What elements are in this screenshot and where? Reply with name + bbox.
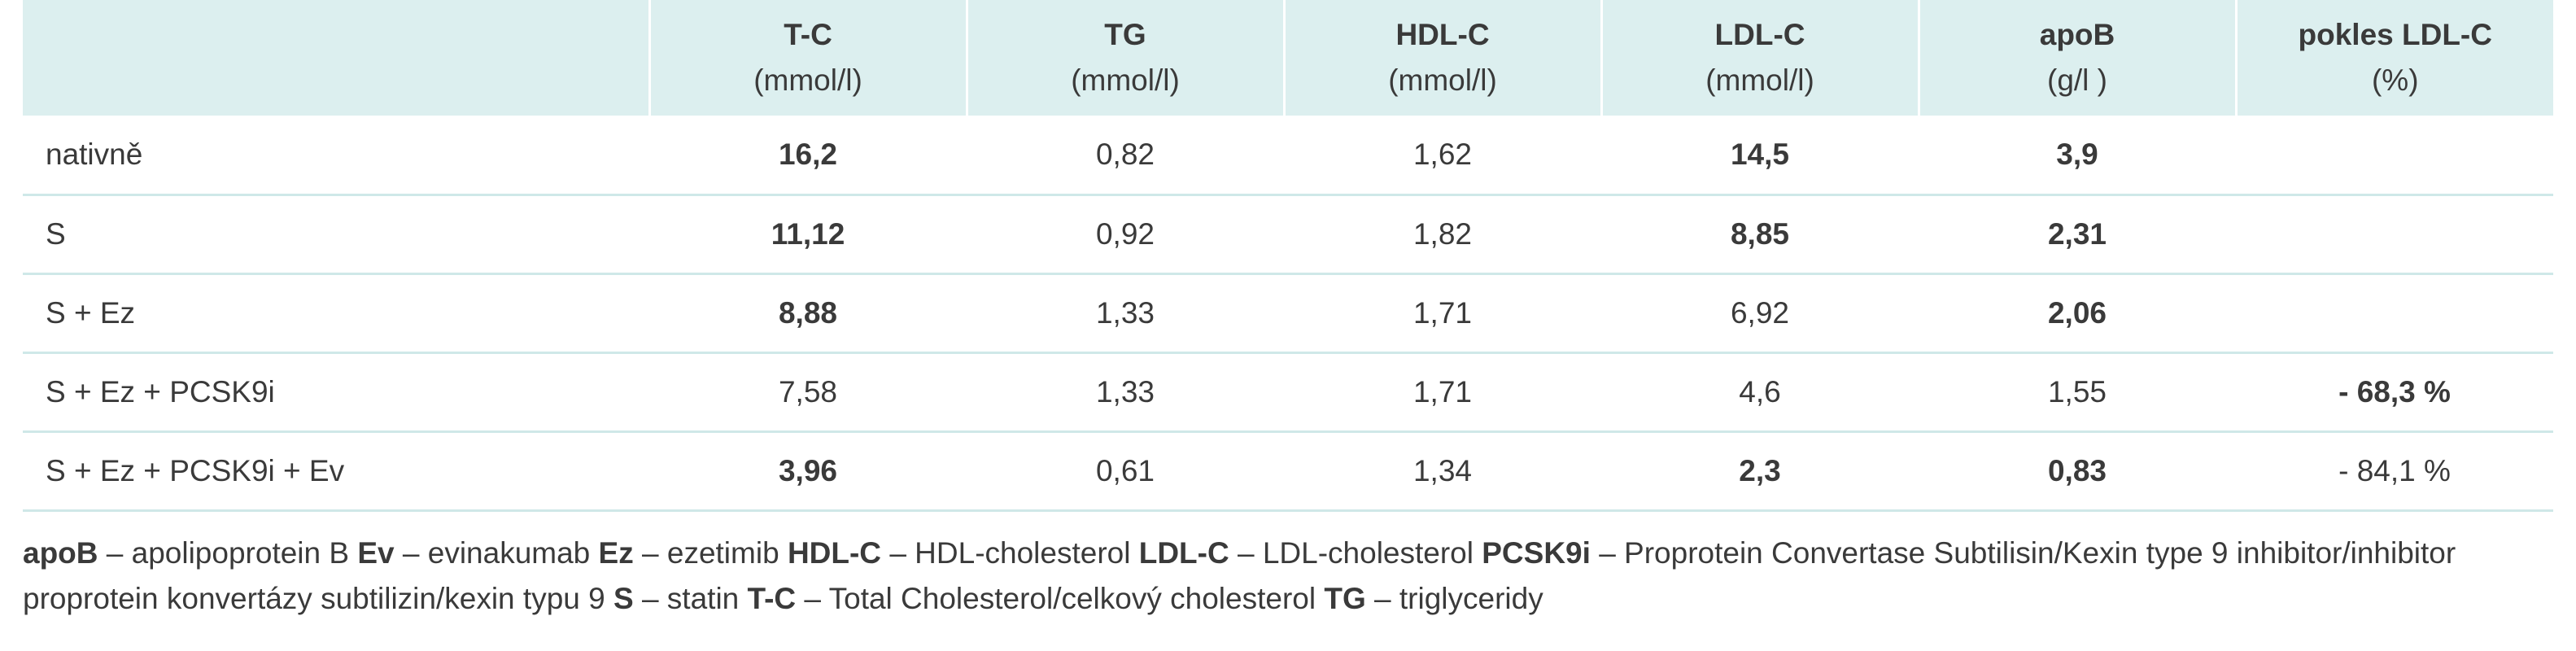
header-tg-name: TG [1104,18,1146,51]
cell-tc: 11,12 [771,216,845,251]
header-apob-unit: (g/l ) [2047,63,2107,97]
cell-ldl: 2,3 [1739,453,1781,487]
cell-hdl: 1,34 [1412,453,1472,487]
cell-hdl: 1,82 [1412,216,1472,251]
header-ldl: LDL-C (mmol/l) [1601,0,1920,116]
footnote-abbr: LDL-C [1138,536,1229,570]
cell-apob: 2,31 [2047,216,2107,251]
cell-hdl: 1,62 [1412,137,1472,171]
cell-pokles: - 84,1 % [2338,453,2451,487]
header-row-label [23,0,651,116]
cell-tc: 8,88 [778,295,837,330]
cell-apob: 1,55 [2047,374,2107,409]
header-pokles: pokles LDL-C (%) [2236,0,2553,116]
lipid-table-container: T-C (mmol/l) TG (mmol/l) HDL-C (mmol/l) … [23,0,2553,512]
cell-tg: 0,82 [1095,137,1155,171]
header-tg: TG (mmol/l) [967,0,1286,116]
footnote-abbr: apoB [23,536,98,570]
footnote-abbr: PCSK9i [1482,536,1591,570]
header-apob-name: apoB [2039,18,2115,51]
cell-pokles [2236,194,2553,273]
header-ldl-unit: (mmol/l) [1705,63,1814,97]
footnote-desc: – evinakumab [402,536,591,570]
footnote-desc: – apolipoprotein B [106,536,350,570]
header-hdl-unit: (mmol/l) [1388,63,1497,97]
cell-pokles [2236,273,2553,352]
table-row: nativně 16,2 0,82 1,62 14,5 3,9 [23,116,2553,194]
row-label: S + Ez + PCSK9i + Ev [46,453,345,487]
cell-tc: 16,2 [778,137,837,171]
header-tc-unit: (mmol/l) [753,63,862,97]
header-tg-unit: (mmol/l) [1071,63,1180,97]
footnote-desc: – HDL-cholesterol [889,536,1131,570]
table-row: S + Ez 8,88 1,33 1,71 6,92 2,06 [23,273,2553,352]
row-label: S [46,216,66,251]
header-pokles-unit: (%) [2371,63,2419,97]
footnote-abbr: T-C [747,582,797,615]
footnote-desc: – ezetimib [642,536,779,570]
header-hdl: HDL-C (mmol/l) [1284,0,1603,116]
header-apob: apoB (g/l ) [1919,0,2238,116]
table-row: S 11,12 0,92 1,82 8,85 2,31 [23,194,2553,273]
cell-tg: 1,33 [1095,295,1155,330]
table-row: S + Ez + PCSK9i + Ev 3,96 0,61 1,34 2,3 … [23,431,2553,510]
cell-apob: 3,9 [2056,137,2098,171]
cell-ldl: 8,85 [1730,216,1789,251]
cell-pokles [2236,116,2553,194]
table-header-row: T-C (mmol/l) TG (mmol/l) HDL-C (mmol/l) … [23,0,2553,116]
footnote-abbr: Ez [598,536,634,570]
header-pokles-name: pokles LDL-C [2298,18,2492,51]
abbreviations-footnote: apoB – apolipoprotein B Ev – evinakumab … [23,531,2553,622]
header-tc: T-C (mmol/l) [649,0,968,116]
footnote-abbr: TG [1324,582,1366,615]
header-hdl-name: HDL-C [1395,18,1490,51]
cell-tc: 7,58 [778,374,837,409]
footnote-abbr: Ev [357,536,395,570]
header-tc-name: T-C [784,18,832,51]
lipid-table: T-C (mmol/l) TG (mmol/l) HDL-C (mmol/l) … [23,0,2553,512]
cell-pokles: - 68,3 % [2338,374,2451,409]
cell-apob: 0,83 [2047,453,2107,487]
footnote-desc: – Total Cholesterol/celkový cholesterol [804,582,1316,615]
cell-tc: 3,96 [778,453,837,487]
footnote-abbr: S [613,582,634,615]
cell-hdl: 1,71 [1412,295,1472,330]
footnote-desc: – LDL-cholesterol [1237,536,1474,570]
table-row: S + Ez + PCSK9i 7,58 1,33 1,71 4,6 1,55 … [23,352,2553,431]
cell-tg: 0,92 [1095,216,1155,251]
cell-ldl: 14,5 [1730,137,1789,171]
cell-ldl: 4,6 [1739,374,1781,409]
cell-hdl: 1,71 [1412,374,1472,409]
footnote-desc: – Proprotein Convertase Subtilisin/Kexin… [23,536,2456,615]
row-label: S + Ez [46,295,136,330]
header-ldl-name: LDL-C [1714,18,1805,51]
row-label: nativně [46,137,143,171]
cell-tg: 0,61 [1095,453,1155,487]
footnote-abbr: HDL-C [787,536,882,570]
footnote-desc: – statin [641,582,740,615]
cell-tg: 1,33 [1095,374,1155,409]
cell-apob: 2,06 [2047,295,2107,330]
footnote-desc: – triglyceridy [1374,582,1543,615]
row-label: S + Ez + PCSK9i [46,374,275,409]
cell-ldl: 6,92 [1730,295,1789,330]
